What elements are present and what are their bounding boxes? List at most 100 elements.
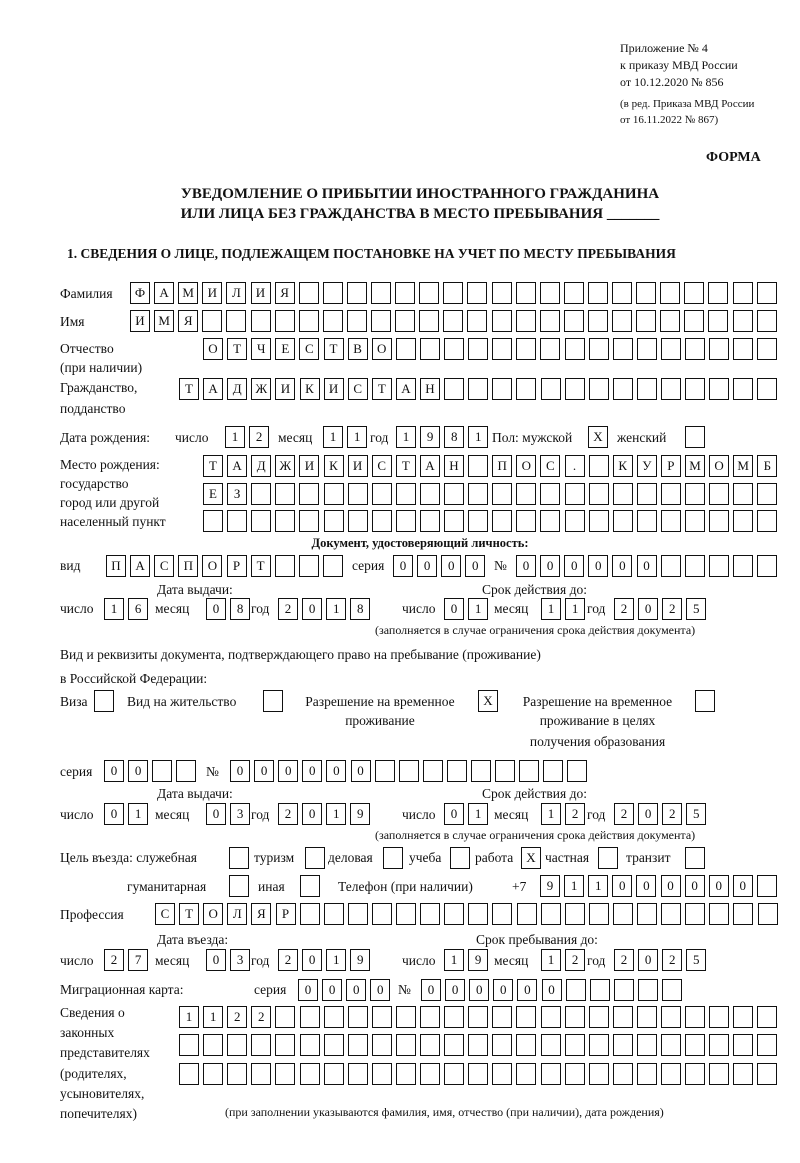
char-box[interactable] bbox=[685, 378, 706, 400]
char-box[interactable] bbox=[636, 1006, 657, 1028]
char-box[interactable] bbox=[299, 510, 320, 532]
char-box[interactable] bbox=[708, 310, 729, 332]
char-box[interactable]: Т bbox=[179, 378, 199, 400]
char-box[interactable] bbox=[395, 483, 416, 505]
char-box[interactable] bbox=[227, 510, 248, 532]
char-box[interactable] bbox=[661, 1006, 681, 1028]
char-box[interactable]: 1 bbox=[541, 949, 561, 971]
char-box[interactable] bbox=[323, 483, 344, 505]
char-box[interactable] bbox=[398, 760, 419, 782]
char-box[interactable]: . bbox=[564, 455, 585, 477]
char-box[interactable]: 0 bbox=[517, 979, 538, 1001]
char-box[interactable] bbox=[202, 310, 223, 332]
char-box[interactable] bbox=[275, 1063, 296, 1085]
char-box[interactable]: 2 bbox=[249, 426, 270, 448]
char-box[interactable]: Ф bbox=[130, 282, 150, 304]
char-box[interactable] bbox=[275, 1034, 296, 1056]
char-box[interactable]: 0 bbox=[302, 598, 323, 620]
char-box[interactable] bbox=[540, 483, 561, 505]
char-box[interactable] bbox=[519, 760, 540, 782]
char-box[interactable] bbox=[588, 1063, 609, 1085]
char-box[interactable] bbox=[450, 847, 470, 869]
char-box[interactable]: 1 bbox=[104, 598, 124, 620]
char-box[interactable]: 7 bbox=[128, 949, 149, 971]
char-box[interactable] bbox=[251, 1034, 272, 1056]
char-box[interactable] bbox=[444, 1006, 465, 1028]
char-box[interactable] bbox=[395, 1063, 416, 1085]
char-box[interactable] bbox=[495, 760, 516, 782]
char-box[interactable]: 1 bbox=[541, 803, 561, 825]
char-box[interactable] bbox=[444, 338, 464, 360]
char-box[interactable] bbox=[637, 979, 658, 1001]
char-box[interactable] bbox=[732, 555, 753, 577]
char-box[interactable] bbox=[662, 979, 682, 1001]
char-box[interactable]: О bbox=[709, 455, 730, 477]
char-box[interactable] bbox=[636, 1063, 657, 1085]
char-box[interactable] bbox=[685, 510, 705, 532]
char-box[interactable] bbox=[756, 310, 777, 332]
char-box[interactable]: С bbox=[371, 455, 392, 477]
char-box[interactable]: 0 bbox=[684, 875, 705, 897]
char-box[interactable]: С bbox=[540, 455, 561, 477]
char-box[interactable]: П bbox=[178, 555, 199, 577]
char-box[interactable] bbox=[444, 483, 464, 505]
char-box[interactable] bbox=[588, 1006, 609, 1028]
char-box[interactable]: Л bbox=[226, 282, 247, 304]
char-box[interactable] bbox=[612, 1063, 633, 1085]
char-box[interactable]: 0 bbox=[350, 760, 371, 782]
char-box[interactable] bbox=[419, 510, 440, 532]
char-box[interactable] bbox=[176, 760, 197, 782]
char-box[interactable] bbox=[732, 310, 753, 332]
char-box[interactable]: 5 bbox=[686, 598, 707, 620]
char-box[interactable]: Т bbox=[371, 378, 392, 400]
char-box[interactable] bbox=[588, 378, 609, 400]
char-box[interactable] bbox=[757, 483, 778, 505]
char-box[interactable] bbox=[467, 282, 488, 304]
char-box[interactable] bbox=[637, 903, 657, 925]
char-box[interactable]: Н bbox=[444, 455, 464, 477]
char-box[interactable] bbox=[395, 1034, 416, 1056]
char-box[interactable] bbox=[299, 1063, 320, 1085]
char-box[interactable] bbox=[492, 1063, 513, 1085]
char-box[interactable] bbox=[757, 338, 778, 360]
char-box[interactable]: 0 bbox=[104, 803, 124, 825]
char-box[interactable] bbox=[516, 1063, 537, 1085]
char-box[interactable] bbox=[588, 338, 609, 360]
char-box[interactable]: 1 bbox=[179, 1006, 199, 1028]
char-box[interactable] bbox=[468, 338, 489, 360]
char-box[interactable]: Т bbox=[179, 903, 200, 925]
char-box[interactable] bbox=[733, 1063, 754, 1085]
char-box[interactable]: И bbox=[347, 455, 368, 477]
char-box[interactable] bbox=[612, 310, 632, 332]
char-box[interactable]: Я bbox=[251, 903, 272, 925]
char-box[interactable]: А bbox=[203, 378, 224, 400]
char-box[interactable] bbox=[395, 510, 416, 532]
char-box[interactable] bbox=[685, 483, 705, 505]
char-box[interactable] bbox=[588, 483, 609, 505]
char-box[interactable]: К bbox=[323, 455, 344, 477]
char-box[interactable] bbox=[733, 510, 754, 532]
char-box[interactable]: 2 bbox=[662, 803, 683, 825]
char-box[interactable] bbox=[564, 378, 585, 400]
char-box[interactable]: М bbox=[178, 282, 199, 304]
char-box[interactable] bbox=[709, 483, 730, 505]
char-box[interactable] bbox=[685, 847, 705, 869]
char-box[interactable] bbox=[395, 1006, 416, 1028]
char-box[interactable] bbox=[612, 903, 633, 925]
char-box[interactable]: 0 bbox=[444, 598, 464, 620]
char-box[interactable]: 0 bbox=[636, 555, 657, 577]
char-box[interactable] bbox=[371, 282, 391, 304]
char-box[interactable]: И bbox=[202, 282, 223, 304]
char-box[interactable]: 2 bbox=[565, 803, 586, 825]
char-box[interactable] bbox=[685, 1006, 706, 1028]
char-box[interactable]: И bbox=[250, 282, 271, 304]
char-box[interactable] bbox=[446, 760, 467, 782]
char-box[interactable] bbox=[323, 1063, 344, 1085]
char-box[interactable] bbox=[347, 1034, 368, 1056]
char-box[interactable] bbox=[251, 510, 272, 532]
char-box[interactable]: 1 bbox=[588, 875, 609, 897]
char-box[interactable] bbox=[467, 310, 488, 332]
char-box[interactable]: Ж bbox=[251, 378, 272, 400]
char-box[interactable]: 1 bbox=[564, 875, 585, 897]
char-box[interactable] bbox=[346, 282, 367, 304]
